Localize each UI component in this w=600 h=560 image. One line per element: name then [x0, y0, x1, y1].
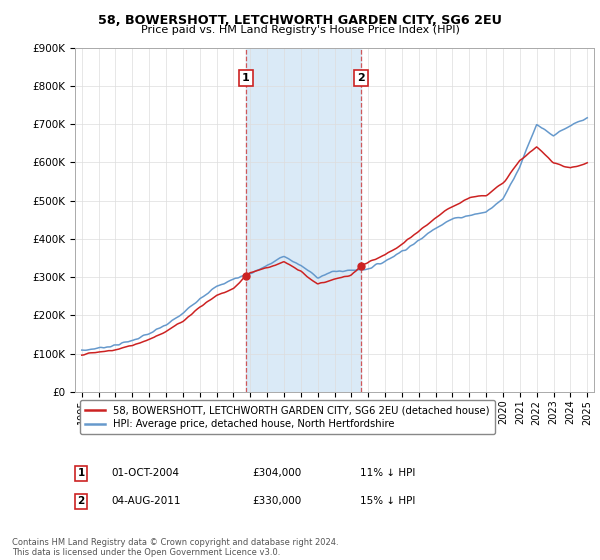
- Text: £304,000: £304,000: [252, 468, 301, 478]
- Bar: [246, 48, 361, 392]
- Text: 1: 1: [77, 468, 85, 478]
- Text: £330,000: £330,000: [252, 496, 301, 506]
- Text: 58, BOWERSHOTT, LETCHWORTH GARDEN CITY, SG6 2EU: 58, BOWERSHOTT, LETCHWORTH GARDEN CITY, …: [98, 14, 502, 27]
- Text: Price paid vs. HM Land Registry's House Price Index (HPI): Price paid vs. HM Land Registry's House …: [140, 25, 460, 35]
- Legend: 58, BOWERSHOTT, LETCHWORTH GARDEN CITY, SG6 2EU (detached house), HPI: Average p: 58, BOWERSHOTT, LETCHWORTH GARDEN CITY, …: [80, 400, 494, 435]
- Text: 1: 1: [242, 73, 250, 83]
- Text: 2: 2: [77, 496, 85, 506]
- Text: 2: 2: [357, 73, 365, 83]
- Text: 04-AUG-2011: 04-AUG-2011: [111, 496, 181, 506]
- Text: 11% ↓ HPI: 11% ↓ HPI: [360, 468, 415, 478]
- Text: Contains HM Land Registry data © Crown copyright and database right 2024.
This d: Contains HM Land Registry data © Crown c…: [12, 538, 338, 557]
- Text: 15% ↓ HPI: 15% ↓ HPI: [360, 496, 415, 506]
- Text: 01-OCT-2004: 01-OCT-2004: [111, 468, 179, 478]
